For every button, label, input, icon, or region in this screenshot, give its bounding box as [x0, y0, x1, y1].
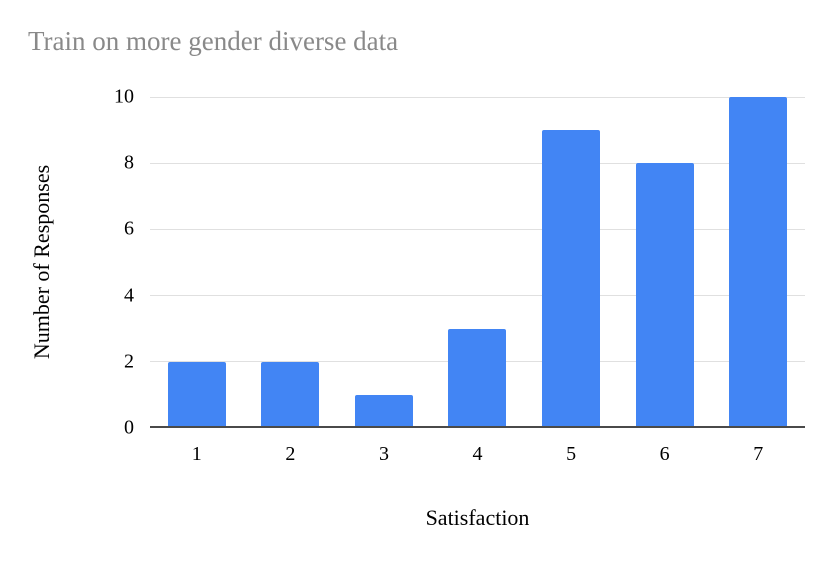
x-tick-label: 6 [659, 443, 670, 465]
bar-series [150, 97, 805, 428]
x-tick-label: 2 [285, 443, 296, 465]
bar-1 [167, 361, 226, 428]
chart-title: Train on more gender diverse data [28, 26, 399, 56]
bar-7 [729, 97, 788, 428]
bar-6 [635, 163, 694, 428]
x-tick-label: 5 [566, 443, 577, 465]
gridline [150, 295, 805, 297]
x-axis-ticks: 1 2 3 4 5 6 7 [150, 443, 805, 466]
bar-4 [448, 328, 507, 428]
gridline [150, 162, 805, 164]
x-tick-label: 7 [753, 443, 764, 465]
y-tick-label: 6 [124, 217, 134, 240]
y-tick-label: 4 [124, 284, 134, 307]
y-tick-label: 2 [124, 350, 134, 373]
y-axis-ticks: 0 2 4 6 8 10 [0, 86, 140, 439]
gridline [150, 96, 805, 98]
y-tick-label: 10 [114, 85, 134, 108]
x-tick-label: 4 [472, 443, 483, 465]
x-tick-label: 1 [191, 443, 202, 465]
x-tick-label: 3 [378, 443, 389, 465]
bar-5 [542, 130, 601, 428]
gridline [150, 228, 805, 230]
bar-3 [354, 394, 413, 428]
y-tick-label: 8 [124, 151, 134, 174]
x-axis-title: Satisfaction [425, 505, 530, 530]
y-tick-label: 0 [124, 416, 134, 439]
x-axis-baseline [150, 426, 805, 428]
bar-2 [261, 361, 320, 428]
plot-area [150, 96, 805, 428]
